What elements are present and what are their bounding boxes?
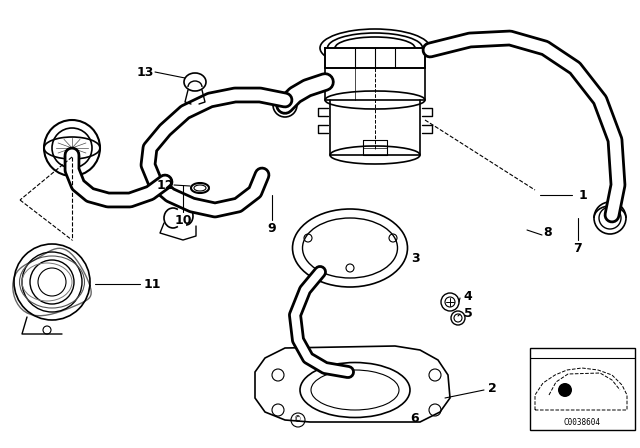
Polygon shape: [255, 346, 450, 422]
Text: 2: 2: [488, 382, 497, 395]
Text: 12: 12: [156, 178, 173, 191]
Text: 13: 13: [136, 65, 154, 78]
Text: 8: 8: [544, 225, 552, 238]
Bar: [530, 348, 635, 430]
Text: C0038604: C0038604: [564, 418, 601, 427]
Text: ©: ©: [294, 415, 301, 425]
Polygon shape: [325, 48, 425, 68]
Text: 3: 3: [411, 251, 419, 264]
Circle shape: [558, 383, 572, 397]
Text: 4: 4: [463, 289, 472, 302]
Text: 1: 1: [579, 189, 588, 202]
Text: 9: 9: [268, 221, 276, 234]
Text: 6: 6: [411, 412, 419, 425]
Text: 11: 11: [143, 277, 161, 290]
Text: 10: 10: [174, 214, 192, 227]
Text: 7: 7: [573, 241, 582, 254]
Text: 5: 5: [463, 306, 472, 319]
